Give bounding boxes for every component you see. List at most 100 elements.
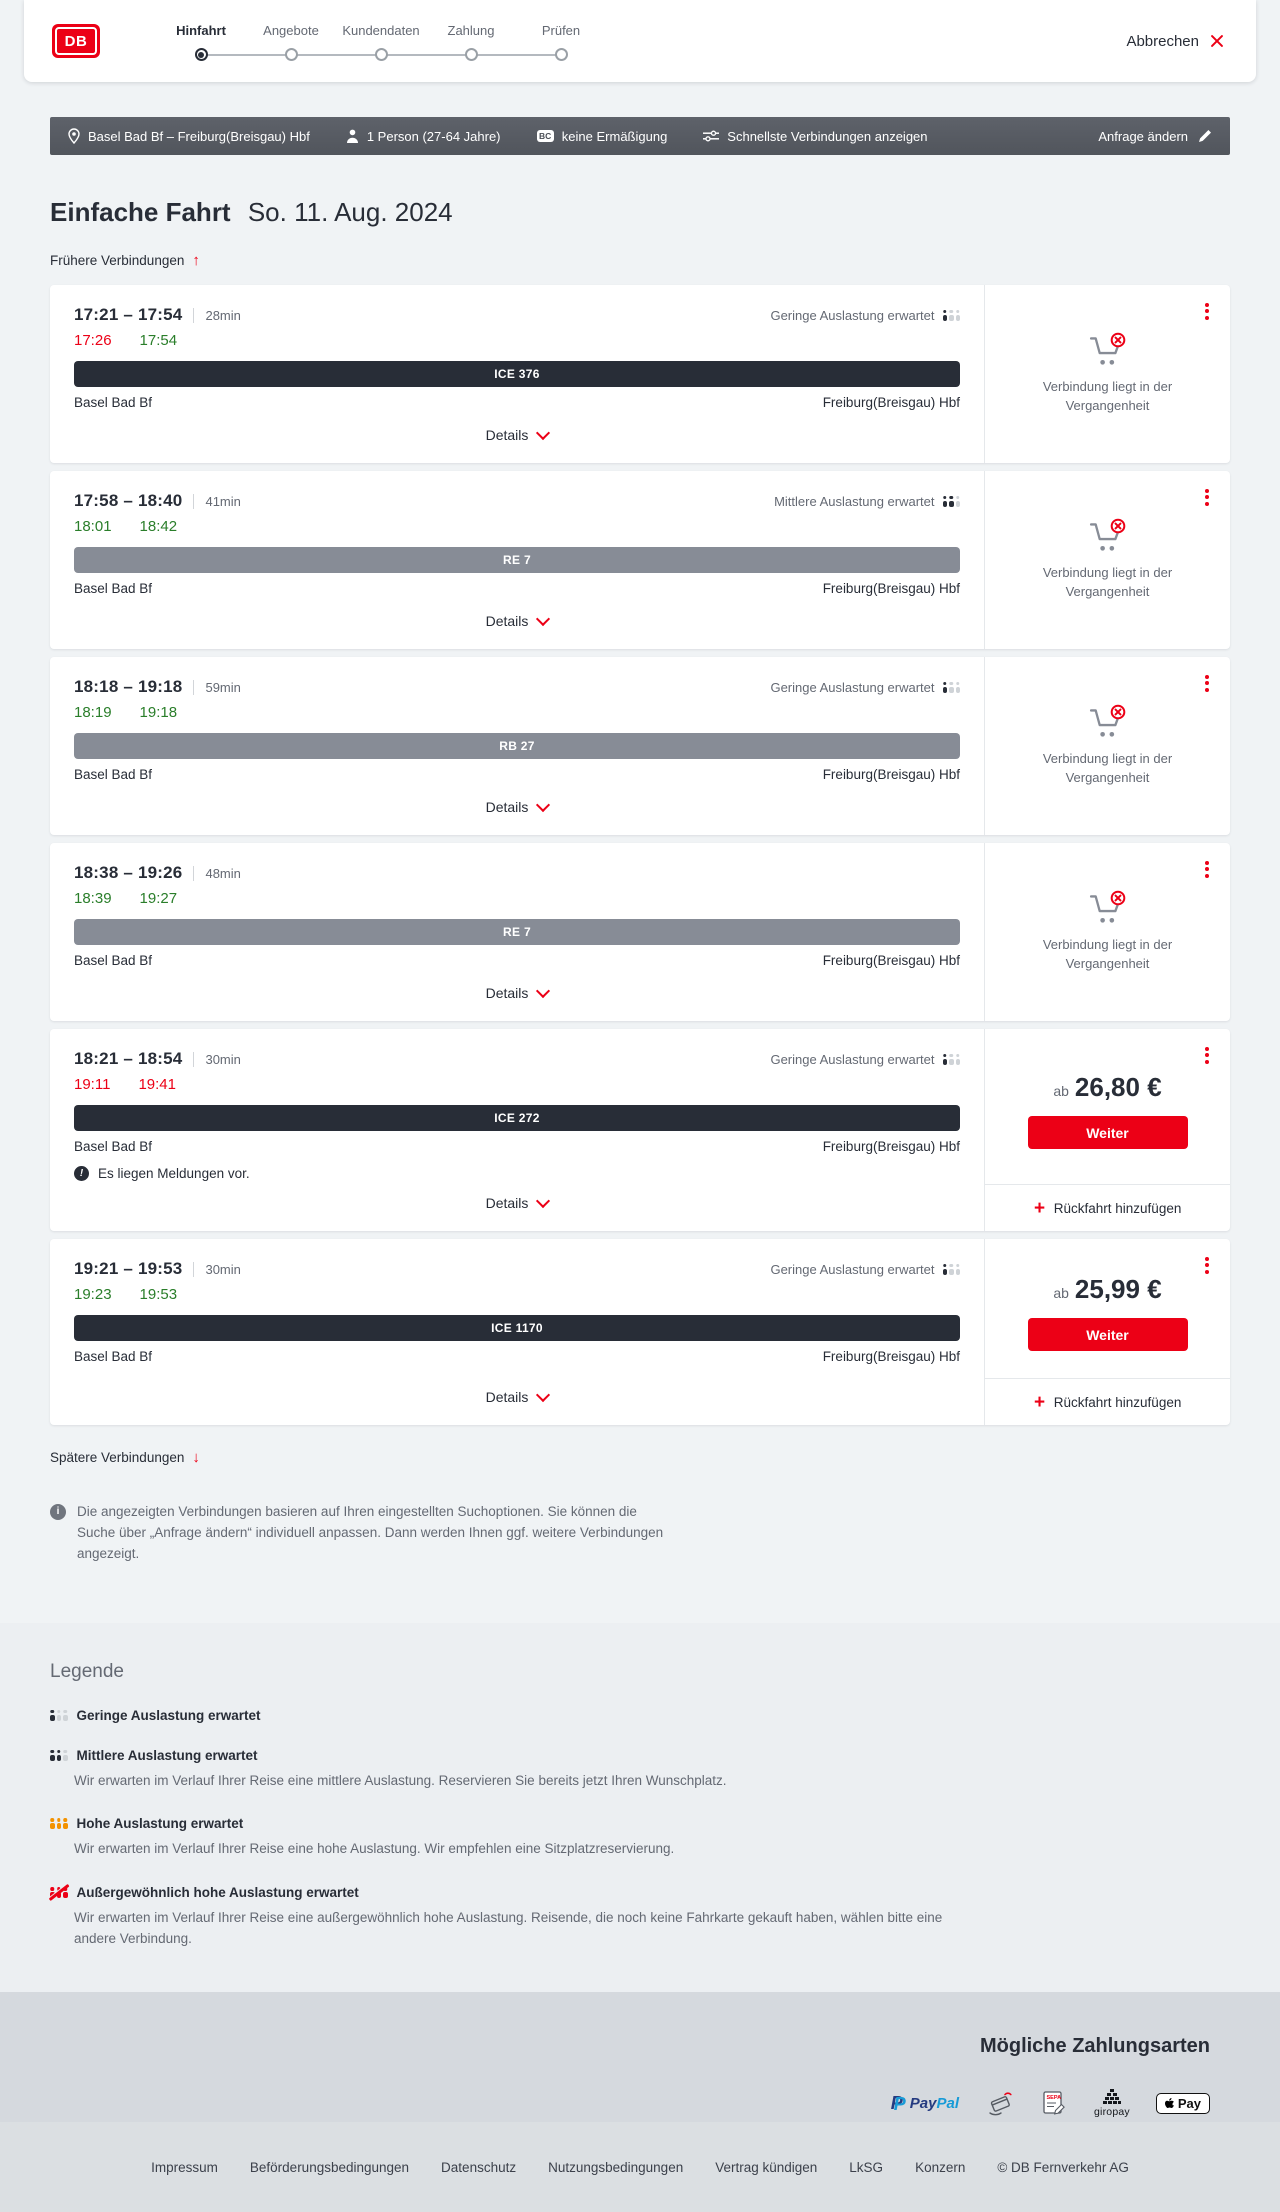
apple-pay-logo: Pay	[1155, 2093, 1210, 2115]
details-label: Details	[485, 985, 529, 1001]
footer-link-befoerderungsbedingungen[interactable]: Beförderungsbedingungen	[249, 2159, 410, 2175]
passenger-text: 1 Person (27-64 Jahre)	[366, 128, 501, 144]
step-dot	[554, 48, 568, 61]
fastest-connections-link[interactable]: Schnellste Verbindungen anzeigen	[703, 128, 928, 144]
connection-main: 17:58 – 18:40 41min Mittlere Auslastung …	[50, 471, 984, 649]
fastest-connections-label: Schnellste Verbindungen anzeigen	[727, 128, 928, 144]
later-connections-link[interactable]: Spätere Verbindungen	[50, 1449, 200, 1466]
occupancy-indicator: Geringe Auslastung erwartet	[770, 680, 960, 695]
price-prefix: ab	[1053, 1285, 1069, 1301]
connection-side-panel: Verbindung liegt in der Vergangenheit	[984, 657, 1230, 835]
connection-card-4: 18:38 – 19:26 48min 18:39 19:27 RE 7 Bas…	[50, 843, 1230, 1021]
sepa-direct-debit-icon: SEPA	[1043, 2091, 1065, 2116]
change-request-button[interactable]: Anfrage ändern	[1098, 129, 1212, 144]
step-zahlung[interactable]: Zahlung	[426, 23, 516, 61]
realtime-arrival: 19:41	[138, 1076, 176, 1093]
footer-link-vertrag-kuendigen[interactable]: Vertrag kündigen	[715, 2159, 818, 2175]
details-toggle[interactable]: Details	[486, 413, 551, 453]
passenger-summary: 1 Person (27-64 Jahre)	[346, 129, 501, 144]
connection-main: 17:21 – 17:54 28min Geringe Auslastung e…	[50, 285, 984, 463]
step-kundendaten[interactable]: Kundendaten	[336, 23, 426, 61]
scheduled-times: 18:38 – 19:26	[74, 863, 183, 882]
cart-unavailable-icon	[1089, 704, 1125, 737]
add-return-button[interactable]: Rückfahrt hinzufügen	[985, 1378, 1230, 1425]
overflow-menu-button[interactable]	[1203, 298, 1211, 324]
connection-main: 18:18 – 19:18 59min Geringe Auslastung e…	[50, 657, 984, 835]
past-connection-panel: Verbindung liegt in der Vergangenheit	[985, 471, 1230, 649]
details-toggle[interactable]: Details	[486, 1375, 551, 1415]
stations-row: Basel Bad Bf Freiburg(Breisgau) Hbf	[74, 1349, 960, 1364]
train-label: RE 7	[503, 553, 531, 567]
legend-title: Legende	[50, 1660, 124, 1682]
legend-label: Hohe Auslastung erwartet	[76, 1816, 244, 1832]
past-connection-note: Verbindung liegt in der Vergangenheit	[1042, 751, 1173, 785]
copyright: © DB Fernverkehr AG	[997, 2159, 1129, 2175]
db-logo-text: DB	[55, 27, 97, 55]
realtime-times: 19:11 19:41	[74, 1076, 960, 1093]
realtime-departure: 18:19	[74, 704, 112, 721]
step-pruefen[interactable]: Prüfen	[516, 23, 606, 61]
occupancy-indicator: Mittlere Auslastung erwartet	[774, 494, 960, 509]
details-toggle[interactable]: Details	[486, 1181, 551, 1221]
add-return-button[interactable]: Rückfahrt hinzufügen	[985, 1184, 1230, 1231]
continue-button[interactable]: Weiter	[1027, 1116, 1188, 1149]
details-toggle[interactable]: Details	[485, 971, 551, 1011]
footer-link-nutzungsbedingungen[interactable]: Nutzungsbedingungen	[548, 2159, 684, 2175]
overflow-menu-button[interactable]	[1203, 1042, 1211, 1068]
duration: 30min	[205, 1051, 241, 1067]
footer-link-datenschutz[interactable]: Datenschutz	[441, 2159, 517, 2175]
realtime-times: 18:39 19:27	[74, 890, 960, 907]
giropay-tower-icon	[1102, 2089, 1121, 2105]
legend-section: Legende Geringe Auslastung erwartet Mitt…	[0, 1622, 1280, 1993]
details-toggle[interactable]: Details	[486, 599, 551, 639]
pencil-icon	[1199, 130, 1211, 142]
continue-button[interactable]: Weiter	[1027, 1318, 1188, 1351]
stations-row: Basel Bad Bf Freiburg(Breisgau) Hbf	[74, 767, 960, 782]
cancel-label: Abbrechen	[1126, 32, 1199, 50]
step-dot	[284, 48, 298, 61]
scheduled-times: 18:18 – 19:18	[74, 677, 183, 696]
overflow-menu-button[interactable]	[1203, 484, 1211, 510]
price-panel: ab 26,80 € Weiter	[985, 1029, 1230, 1184]
realtime-departure: 19:11	[74, 1076, 111, 1093]
footer-link-lksg[interactable]: LkSG	[849, 2159, 884, 2175]
db-logo[interactable]: DB	[52, 24, 100, 58]
cart-unavailable-icon	[1089, 890, 1125, 923]
overflow-menu-button[interactable]	[1203, 1252, 1211, 1278]
footer-link-konzern[interactable]: Konzern	[915, 2159, 966, 2175]
footer-link-impressum[interactable]: Impressum	[151, 2159, 218, 2175]
occupancy-medium-icon	[50, 1750, 68, 1761]
cart-unavailable-icon	[1089, 518, 1125, 551]
earlier-connections-link[interactable]: Frühere Verbindungen	[50, 252, 200, 269]
duration: 30min	[205, 1261, 241, 1277]
occupancy-label: Mittlere Auslastung erwartet	[774, 493, 935, 509]
past-connection-panel: Verbindung liegt in der Vergangenheit	[985, 843, 1230, 1021]
details-label: Details	[485, 799, 529, 815]
legend-item-exceptional: Außergewöhnlich hohe Auslastung erwartet…	[50, 1885, 1230, 1950]
step-angebote[interactable]: Angebote	[246, 23, 336, 61]
info-icon	[50, 1504, 66, 1520]
route-text: Basel Bad Bf – Freiburg(Breisgau) Hbf	[88, 128, 310, 144]
price-value: 26,80 €	[1074, 1072, 1162, 1102]
cancel-button[interactable]: Abbrechen	[1126, 33, 1224, 50]
site-footer: Impressum Beförderungsbedingungen Datens…	[0, 2122, 1280, 2212]
divider	[193, 865, 195, 881]
overflow-menu-button[interactable]	[1203, 856, 1211, 882]
step-hinfahrt[interactable]: Hinfahrt	[156, 23, 246, 61]
search-options-note-text: Die angezeigten Verbindungen basieren au…	[77, 1504, 664, 1561]
occupancy-low-icon	[942, 310, 961, 321]
trip-date: So. 11. Aug. 2024	[247, 197, 453, 227]
occupancy-medium-icon	[942, 496, 961, 507]
connection-side-panel: Verbindung liegt in der Vergangenheit	[984, 285, 1230, 463]
connection-main: 19:21 – 19:53 30min Geringe Auslastung e…	[50, 1239, 984, 1425]
details-toggle[interactable]: Details	[485, 785, 551, 825]
realtime-times: 18:19 19:18	[74, 704, 960, 721]
overflow-menu-button[interactable]	[1203, 670, 1211, 696]
sliders-icon	[703, 130, 720, 142]
divider	[193, 493, 195, 509]
arrow-up-icon	[192, 252, 200, 269]
step-label: Zahlung	[447, 23, 495, 38]
chevron-down-icon	[536, 797, 551, 813]
search-options-note: Die angezeigten Verbindungen basieren au…	[50, 1502, 670, 1565]
train-label: RE 7	[503, 925, 531, 939]
